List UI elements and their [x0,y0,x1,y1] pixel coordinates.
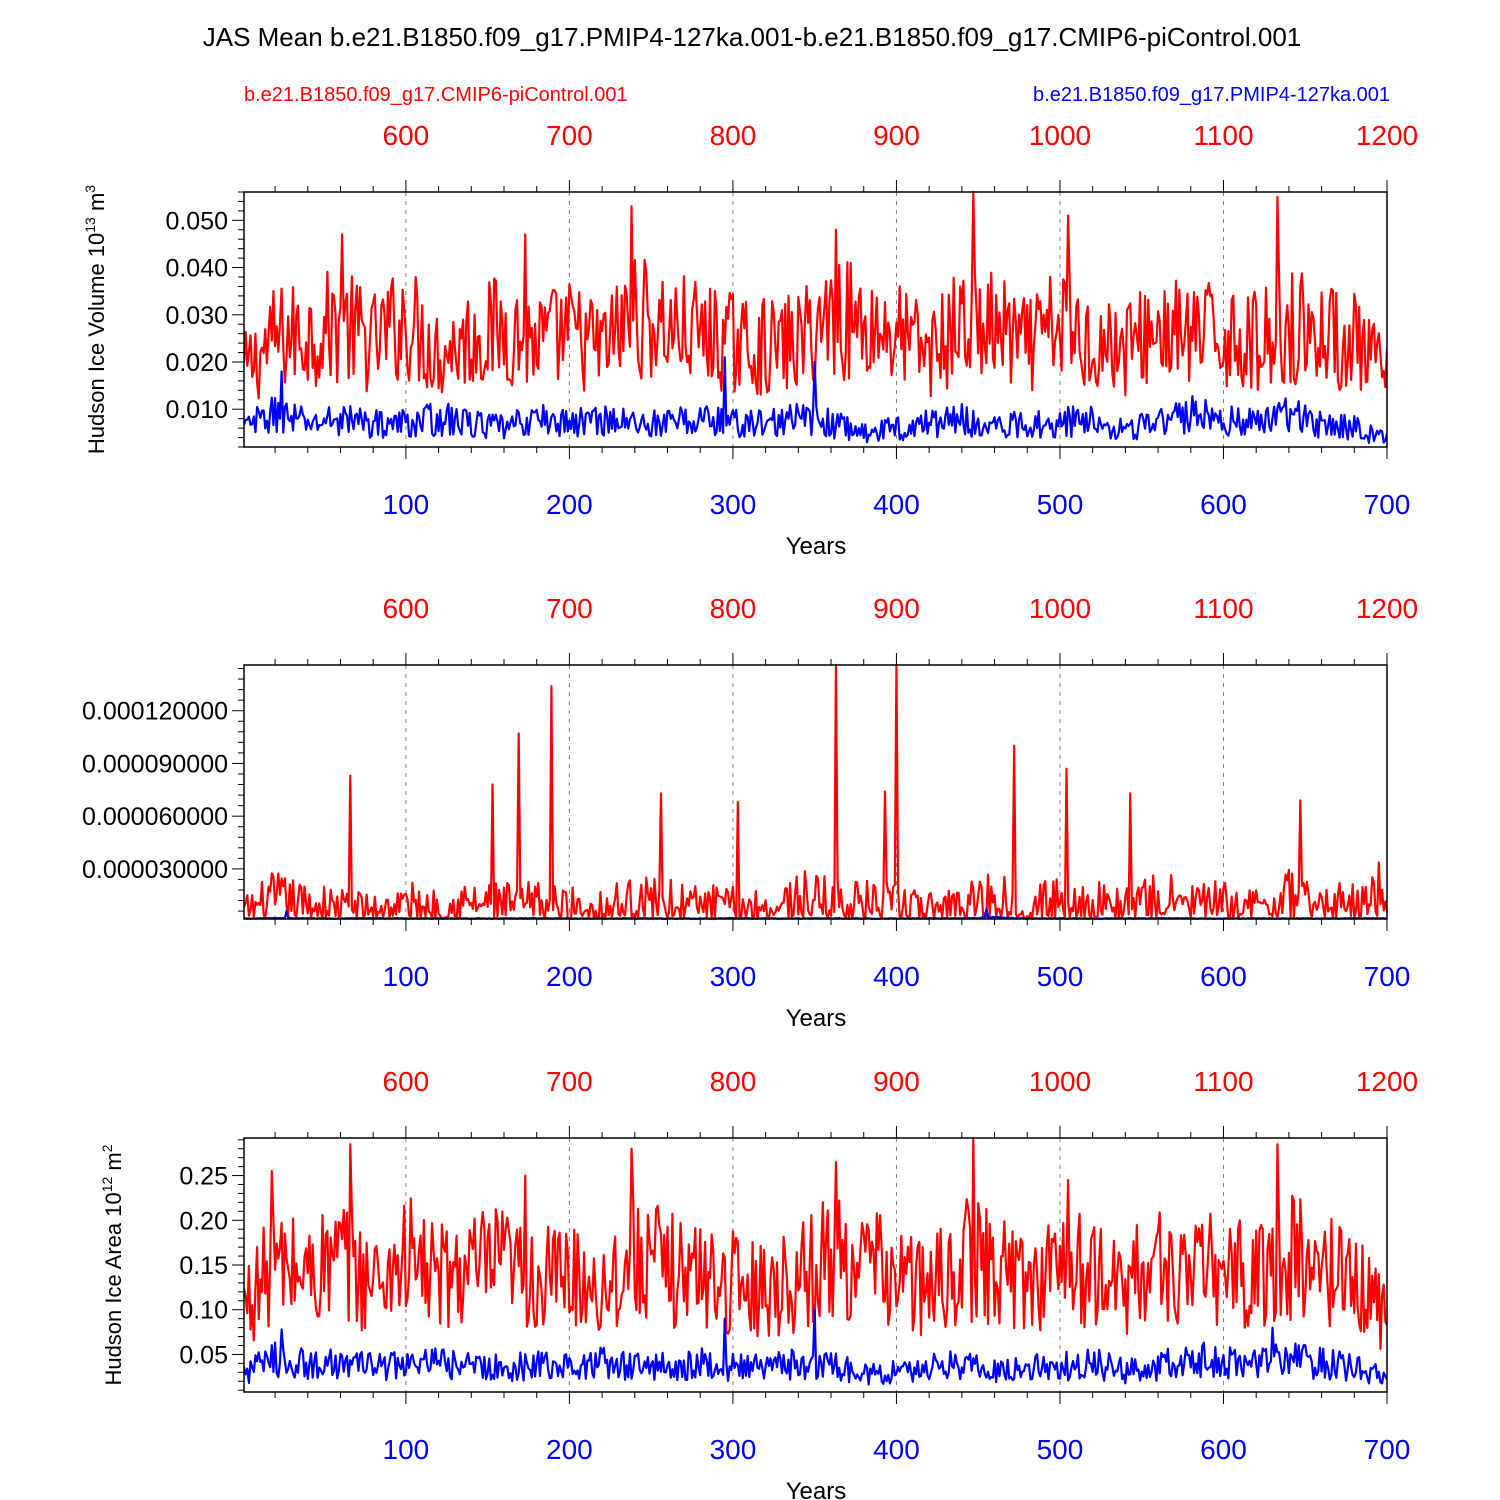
y-tick-label: 0.10 [179,1297,228,1325]
y-tick-label: 0.000120000 [82,698,228,726]
x-tick-label: 300 [710,1434,757,1465]
y-tick-label: 0.010 [165,396,228,424]
x-tick-label: 200 [546,1434,593,1465]
x-tick-label: 200 [546,961,593,992]
top-x-tick-label: 1000 [1029,593,1091,624]
series-line-pmip [244,356,1387,444]
top-x-tick-label: 1200 [1356,1066,1418,1097]
y-tick-label: 0.040 [165,255,228,283]
x-tick-label: 500 [1037,489,1084,520]
series-line-control [244,664,1387,920]
top-x-tick-label: 700 [546,593,593,624]
x-tick-label: 300 [710,961,757,992]
y-tick-label: 0.000030000 [82,856,228,884]
top-x-tick-label: 900 [873,593,920,624]
top-x-tick-label: 900 [873,1066,920,1097]
x-tick-label: 600 [1200,489,1247,520]
top-x-tick-label: 900 [873,120,920,151]
y-axis-label: Hudson Ice Volume 1013 m3 [82,185,109,454]
x-axis-label: Years [786,1478,847,1500]
x-tick-label: 400 [873,961,920,992]
x-tick-label: 300 [710,489,757,520]
x-axis-label: Years [786,533,847,560]
x-tick-label: 400 [873,1434,920,1465]
y-tick-label: 0.20 [179,1207,228,1235]
x-tick-label: 500 [1037,1434,1084,1465]
plot-frame [243,664,1388,920]
chart-panel-3: 0.05 0.10 0.15 0.20 0.25 100 200 300 400 500 600 70… [99,1066,1418,1500]
x-tick-label: 100 [383,489,430,520]
y-tick-label: 0.05 [179,1341,228,1369]
x-tick-label: 700 [1364,961,1411,992]
x-tick-label: 500 [1037,961,1084,992]
plot-frame [243,191,1388,448]
top-x-tick-label: 800 [710,1066,757,1097]
top-x-tick-label: 600 [383,1066,430,1097]
x-tick-label: 200 [546,489,593,520]
top-x-tick-label: 800 [710,593,757,624]
y-tick-label: 0.030 [165,302,228,330]
top-x-tick-label: 1200 [1356,120,1418,151]
top-x-tick-label: 700 [546,120,593,151]
chart-panel-2: 0.000030000 0.000060000 0.000090000 0.00012… [82,593,1418,1032]
x-axis-label: Years [786,1005,847,1032]
top-x-tick-label: 600 [383,593,430,624]
top-x-tick-label: 1000 [1029,1066,1091,1097]
top-x-tick-label: 1000 [1029,120,1091,151]
x-tick-label: 400 [873,489,920,520]
y-tick-label: 0.15 [179,1252,228,1280]
y-tick-label: 0.020 [165,349,228,377]
y-tick-label: 0.000060000 [82,803,228,831]
x-tick-label: 600 [1200,1434,1247,1465]
y-axis-label: Hudson Ice Area 1012 m2 [99,1144,126,1385]
series-line-control [244,191,1387,400]
y-tick-label: 0.000090000 [82,750,228,778]
legend-control-label: b.e21.B1850.f09_g17.CMIP6-piControl.001 [244,84,628,106]
x-tick-label: 700 [1364,489,1411,520]
y-tick-label: 0.050 [165,207,228,235]
top-x-tick-label: 1100 [1193,1066,1253,1097]
chart-panel-1: 0.010 0.020 0.030 0.040 0.050 100 200 300 400 500… [82,120,1418,560]
series-line-control [244,1137,1387,1351]
x-tick-label: 100 [383,961,430,992]
x-tick-label: 600 [1200,961,1247,992]
series-line-pmip [244,908,1387,920]
top-x-tick-label: 700 [546,1066,593,1097]
top-x-tick-label: 1100 [1193,593,1253,624]
top-x-tick-label: 600 [383,120,430,151]
panels: 0.010 0.020 0.030 0.040 0.050 100 200 300 400 500… [82,120,1418,1500]
y-tick-label: 0.25 [179,1163,228,1191]
legend-pmip-label: b.e21.B1850.f09_g17.PMIP4-127ka.001 [1033,84,1390,106]
x-tick-label: 100 [383,1434,430,1465]
top-x-tick-label: 800 [710,120,757,151]
x-tick-label: 700 [1364,1434,1411,1465]
top-x-tick-label: 1100 [1193,120,1253,151]
series-line-pmip [244,1308,1387,1386]
figure-title: JAS Mean b.e21.B1850.f09_g17.PMIP4-127ka… [203,22,1302,52]
top-x-tick-label: 1200 [1356,593,1418,624]
